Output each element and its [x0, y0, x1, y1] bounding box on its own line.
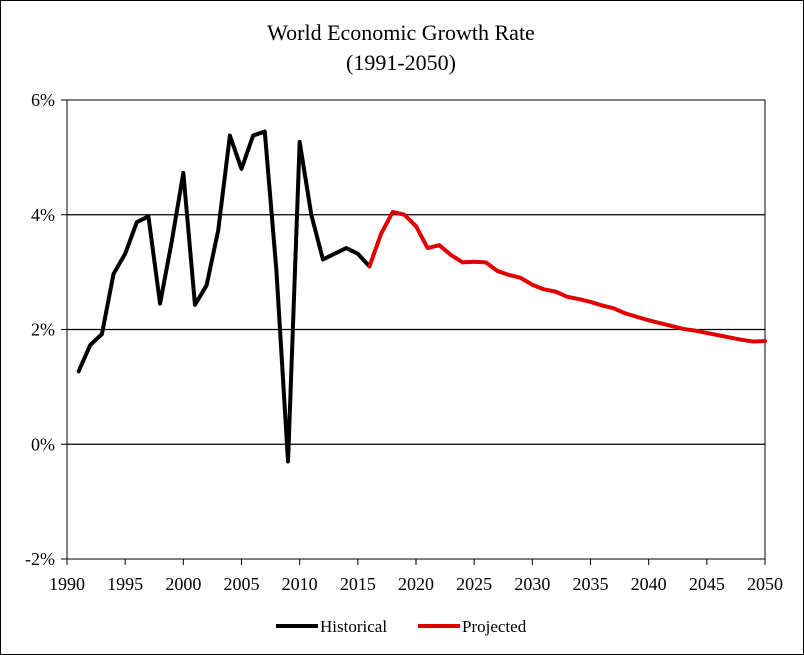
x-tick-label: 2005	[224, 574, 260, 594]
x-tick-label: 2035	[573, 574, 609, 594]
y-tick-label: -2%	[25, 549, 55, 569]
x-tick-label: 2000	[165, 574, 201, 594]
x-tick-label: 2050	[747, 574, 783, 594]
x-tick-label: 1990	[49, 574, 85, 594]
chart-title: World Economic Growth Rate	[267, 20, 535, 45]
y-axis-ticks: -2% 0% 2% 4% 6%	[25, 90, 67, 569]
x-tick-label: 2020	[398, 574, 434, 594]
x-tick-label: 2045	[689, 574, 725, 594]
y-tick-label: 2%	[31, 320, 55, 340]
x-axis-ticks: 1990 1995 2000 2005 2010 2015 2020 2025 2030 2035…	[49, 559, 783, 594]
series-line-historical	[76, 129, 372, 464]
gridlines	[67, 214, 765, 445]
y-tick-label: 0%	[31, 434, 55, 454]
y-tick-label: 6%	[31, 90, 55, 110]
y-tick-label: 4%	[31, 205, 55, 225]
x-tick-label: 2040	[631, 574, 667, 594]
legend-label-historical: Historical	[320, 617, 387, 636]
x-tick-label: 1995	[107, 574, 143, 594]
x-tick-label: 2015	[340, 574, 376, 594]
x-tick-label: 2025	[456, 574, 492, 594]
x-tick-label: 2030	[514, 574, 550, 594]
series-lines	[76, 129, 767, 464]
legend-label-projected: Projected	[462, 617, 527, 636]
x-tick-label: 2010	[282, 574, 318, 594]
chart-subtitle: (1991-2050)	[346, 50, 456, 75]
legend: Historical Projected	[276, 617, 527, 636]
series-line-projected	[367, 209, 767, 344]
